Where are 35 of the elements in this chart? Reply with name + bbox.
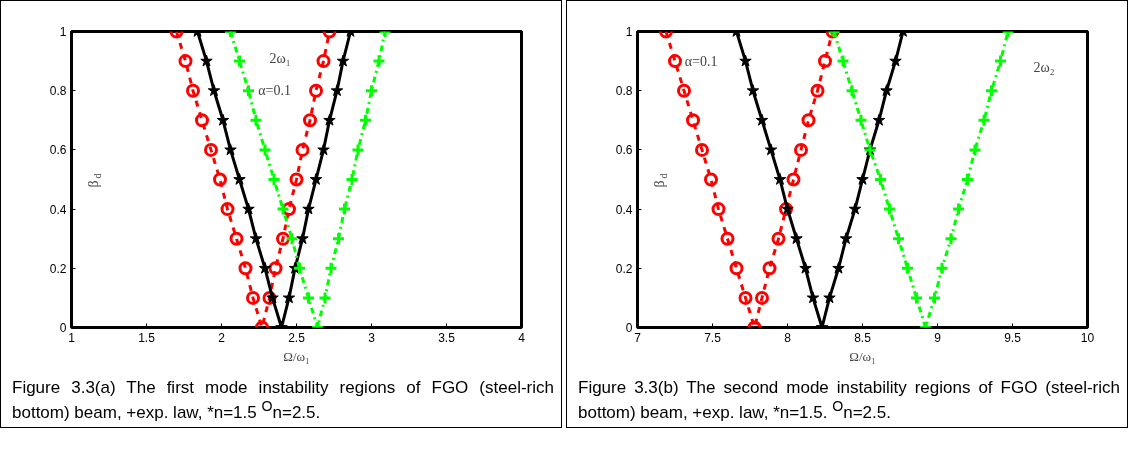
x-tick-label: 9 <box>934 330 942 345</box>
caption: Figure 3.3(a) The first mode instability regions of FGO (steel-rich bottom) beam, +exp. law, *n=1.5 $^{O}$n=2.5. <box>12 378 554 422</box>
x-tick-label: 7.5 <box>704 330 722 345</box>
x-tick-label: 7 <box>634 330 642 345</box>
x-tick-label: 3.5 <box>438 330 456 345</box>
x-tick-label: 2.5 <box>288 330 306 345</box>
x-tick-label: 1.5 <box>138 330 156 345</box>
y-axis-title: βd <box>86 173 103 188</box>
y-tick-label: 0 <box>625 321 633 335</box>
y-tick-label: 0.4 <box>615 202 633 217</box>
x-axis-title: Ω/ω₁ <box>283 348 310 364</box>
x-tick-label: 3 <box>368 330 376 345</box>
y-tick-label: 0.8 <box>49 84 67 99</box>
x-axis-title: Ω/ω₁ <box>849 348 876 364</box>
annotation: 2ω₁ <box>269 50 291 66</box>
x-tick-label: 2 <box>218 330 226 345</box>
x-tick-label: 4 <box>518 330 526 345</box>
annotation: α=0.1 <box>684 53 718 69</box>
x-tick-label: 8 <box>784 330 792 345</box>
y-tick-label: 0.8 <box>615 84 633 99</box>
x-tick-label: 10 <box>1080 330 1095 345</box>
y-tick-label: 0.2 <box>49 261 67 276</box>
caption: Figure 3.3(b) The second mode instability regions of FGO (steel-rich bottom) beam, +exp. law, *n=1.5. $^{O}$n=2.5. <box>578 378 1120 422</box>
y-tick-label: 0 <box>59 321 67 335</box>
x-tick-label: 8.5 <box>854 330 872 345</box>
y-tick-label: 0.6 <box>615 143 633 158</box>
y-tick-label: 0.6 <box>49 143 67 158</box>
y-tick-label: 0.4 <box>49 202 67 217</box>
y-tick-label: 1 <box>625 25 633 39</box>
y-tick-label: 1 <box>59 25 67 39</box>
y-axis-title: βd <box>652 173 669 188</box>
x-tick-label: 9.5 <box>1004 330 1022 345</box>
y-tick-label: 0.2 <box>615 261 633 276</box>
annotation: 2ω₂ <box>1033 59 1055 75</box>
annotation: α=0.1 <box>258 83 291 99</box>
